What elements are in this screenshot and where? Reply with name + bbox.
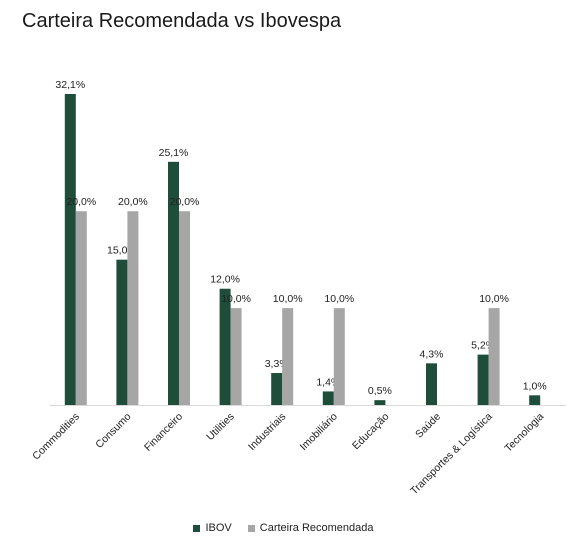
legend-swatch-ibov (193, 524, 201, 532)
legend-swatch-carteira (247, 524, 255, 532)
bar-ibov-industriais (271, 373, 283, 405)
chart-title: Carteira Recomendada vs Ibovespa (22, 10, 342, 32)
data-label-carteira-transportes-logistica: 10,0% (479, 293, 509, 305)
x-tick-label-saude: Saúde (413, 411, 443, 441)
legend-item-carteira: Carteira Recomendada (247, 522, 374, 534)
x-tick-label-financeiro: Financeiro (142, 411, 185, 454)
x-tick-label-tecnologia: Tecnologia (502, 411, 546, 455)
bar-carteira-financeiro (179, 211, 190, 405)
bar-ibov-tecnologia (529, 395, 541, 405)
bar-ibov-utilities (219, 288, 231, 405)
data-label-ibov-commodities: 32,1% (55, 79, 85, 91)
data-label-carteira-industriais: 10,0% (273, 293, 303, 305)
data-label-ibov-utilities: 12,0% (210, 274, 240, 286)
x-tick-label-industriais: Industriais (246, 411, 288, 453)
data-label-carteira-consumo: 20,0% (118, 196, 148, 208)
legend-label-ibov: IBOV (205, 522, 232, 534)
data-label-carteira-commodities: 20,0% (66, 196, 96, 208)
x-tick-label-consumo: Consumo (93, 411, 133, 451)
bar-carteira-industriais (282, 308, 294, 405)
bar-carteira-consumo (127, 211, 139, 405)
bar-ibov-educacao (374, 400, 386, 405)
bar-ibov-financeiro (168, 161, 179, 405)
bar-ibov-consumo (116, 259, 128, 405)
x-tick-label-imobiliario: Imobiliário (298, 411, 340, 453)
x-tick-label-utilities: Utilities (204, 411, 236, 443)
legend: IBOV Carteira Recomendada (0, 522, 567, 534)
bar-carteira-commodities (75, 211, 87, 405)
x-tick-label-commodities: Commodities (30, 411, 82, 463)
bar-carteira-transportes-logistica (488, 308, 500, 405)
data-label-ibov-financeiro: 25,1% (159, 147, 189, 159)
data-label-carteira-imobiliario: 10,0% (324, 293, 354, 305)
bar-ibov-saude (426, 363, 437, 405)
bar-carteira-imobiliario (333, 308, 345, 405)
bar-ibov-transportes-logistica (477, 354, 489, 405)
bar-ibov-imobiliario (322, 391, 334, 405)
data-label-carteira-utilities: 10,0% (221, 293, 251, 305)
legend-label-carteira: Carteira Recomendada (259, 522, 374, 534)
bar-ibov-commodities (64, 94, 76, 405)
x-tick-label-educacao: Educação (350, 411, 392, 453)
data-label-carteira-financeiro: 20,0% (170, 196, 200, 208)
data-label-ibov-tecnologia: 1,0% (523, 380, 547, 392)
data-label-ibov-educacao: 0,5% (368, 385, 392, 397)
bar-carteira-utilities (230, 308, 242, 405)
legend-item-ibov: IBOV (193, 522, 232, 534)
data-label-ibov-saude: 4,3% (420, 348, 444, 360)
